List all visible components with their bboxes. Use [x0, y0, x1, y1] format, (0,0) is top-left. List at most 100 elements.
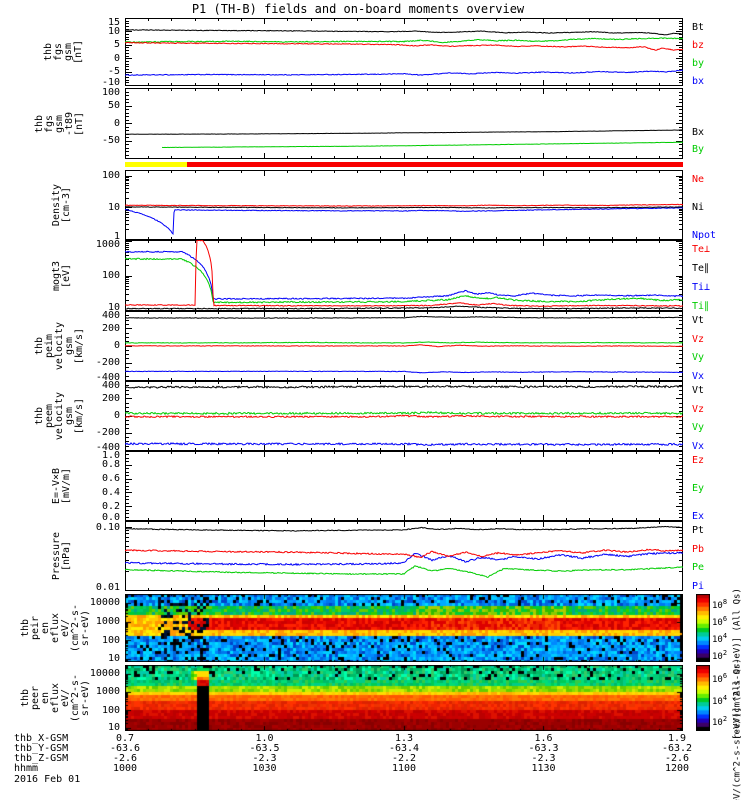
peim-velocity-label-Vz: Vz	[692, 333, 705, 345]
efield-ytick-0.8: 0.8	[101, 459, 120, 471]
density-ytick-1: 1	[113, 230, 120, 242]
density-plot	[124, 170, 684, 240]
fgs-gsm-ytick-5: 5	[113, 39, 120, 51]
axis-row-header-thb_ZGSM: thb_Z-GSM	[14, 753, 69, 764]
colorbar-tick-10^8: 108	[712, 598, 728, 611]
temperature-label-Ti: Ti∥	[692, 301, 710, 312]
fgs-gsm-trace-by	[124, 37, 684, 44]
axis-value-0-2: 1.3	[394, 733, 414, 744]
temperature-ytick-1000: 1000	[95, 238, 120, 250]
pressure-label-Pe: Pe	[692, 562, 705, 574]
axis-value-3-1: 1030	[252, 763, 277, 774]
peem-velocity-label-Vx: Vx	[692, 441, 705, 452]
axis-value-1-3: -63.3	[528, 743, 559, 754]
axis-value-0-3: 1.6	[534, 733, 553, 744]
fgs-gsm-t89-trace-By	[161, 141, 684, 149]
colorbar-tick-10^2: 102	[712, 715, 728, 729]
pressure-label-Pt: Pt	[692, 525, 705, 536]
density-ytick-10: 10	[107, 201, 120, 213]
peem-velocity-panel	[124, 381, 684, 451]
temperature-label-Te: Te∥	[692, 263, 710, 274]
efield-ytick-0.0: 0.0	[101, 511, 120, 523]
fgs-gsm-trace-Bt	[124, 29, 684, 36]
ion-spectrogram-canvas	[125, 594, 683, 662]
axis-value-1-4: -63.2	[661, 743, 693, 754]
colorbar-tick-10^4: 104	[712, 632, 728, 645]
electron-spectrogram-ytick-100: 100	[101, 704, 120, 716]
axis-value-0-4: 1.9	[667, 733, 687, 744]
axis-value-0-1: 1.0	[255, 733, 274, 744]
axis-value-1-1: -63.5	[249, 743, 280, 754]
peem-velocity-ytick--200: -200	[95, 427, 120, 439]
peem-velocity-ytick--400: -400	[95, 441, 120, 453]
pressure-ylabel-text: Pressure [nPa]	[51, 531, 72, 581]
electron-spectrogram-canvas	[125, 665, 683, 731]
peim-velocity-trace-Vx	[124, 370, 684, 374]
peim-velocity-trace-Vz	[125, 344, 683, 348]
electron-spectrogram-panel	[125, 665, 683, 731]
peim-velocity-trace-Vt	[125, 315, 684, 319]
peim-velocity-label-Vx: Vx	[692, 371, 705, 382]
peim-velocity-ytick-200: 200	[101, 322, 120, 334]
colorbar-canvas-0	[696, 594, 710, 662]
pressure-label-Pi: Pi	[692, 581, 705, 592]
axis-value-2-1: -2.3	[252, 753, 277, 764]
peim-velocity-label-Vy: Vy	[692, 352, 705, 364]
axis-value-0-0: 0.7	[115, 733, 135, 744]
efield-label-Ez: Ez	[692, 455, 705, 466]
density-label-Ni: Ni	[692, 202, 705, 213]
fgs-gsm-trace-bx	[124, 69, 684, 76]
fgs-gsm-panel	[124, 18, 684, 86]
fgs-gsm-label-bz: bz	[692, 40, 705, 51]
peem-velocity-ytick-400: 400	[101, 379, 120, 391]
colorbar-canvas-1	[696, 665, 710, 731]
temperature-trace-Ti_perp	[124, 250, 684, 301]
pressure-trace-Pe	[124, 565, 684, 578]
fgs-gsm-t89-label-By: By	[692, 143, 705, 155]
axis-value-1-0: -63.6	[109, 743, 141, 754]
efield-panel	[125, 451, 683, 521]
pressure-ytick-0.01: 0.01	[95, 581, 120, 593]
axis-value-3-3: 1130	[531, 763, 556, 774]
peim-velocity-trace-Vy	[125, 341, 684, 344]
temperature-label-Te: Te⊥	[692, 244, 711, 255]
axis-value-3-0: 1000	[112, 763, 138, 774]
peem-velocity-label-Vz: Vz	[692, 403, 705, 415]
electron-spectrogram-ytick-10: 10	[107, 721, 120, 733]
temperature-panel	[124, 239, 684, 311]
axis-row-header-thb_XGSM: thb_X-GSM	[14, 733, 69, 744]
axis-row-header-thb_YGSM: thb_Y-GSM	[14, 743, 69, 754]
peim-velocity-plot	[124, 311, 684, 381]
axis-value-2-4: -2.6	[664, 753, 690, 764]
electron-spectrogram-ytick-10000: 10000	[89, 668, 120, 680]
temperature-ylabel-text: mogt3 [eV]	[51, 260, 72, 291]
peem-velocity-label-Vy: Vy	[692, 422, 705, 434]
ion-spectrogram-ytick-1000: 1000	[95, 616, 120, 628]
ion-spectrogram-ytick-100: 100	[101, 634, 120, 646]
fgs-gsm-ytick--10: -10	[101, 76, 120, 88]
temperature-ytick-10: 10	[107, 301, 120, 313]
axis-value-3-2: 1100	[391, 763, 417, 774]
efield-ytick-0.2: 0.2	[101, 500, 120, 512]
temperature-trace-Ti_para	[124, 257, 684, 304]
efield-ytick-0.6: 0.6	[101, 473, 120, 485]
peem-velocity-trace-Vt	[124, 384, 684, 389]
colorbar-tick-10^6: 106	[712, 671, 728, 685]
peim-velocity-label-Vt: Vt	[692, 315, 705, 326]
peem-velocity-plot	[124, 381, 684, 451]
fgs-gsm-ytick--5: -5	[107, 66, 120, 78]
efield-plot	[125, 451, 683, 521]
peem-velocity-ytick-0: 0	[113, 410, 120, 421]
quality-flag-segment-0	[125, 162, 187, 167]
pressure-trace-Pt	[124, 525, 684, 532]
axis-value-2-3: -2.3	[531, 753, 556, 764]
quality-flag-bar	[125, 162, 683, 167]
temperature-trace-Te_perp	[124, 239, 684, 307]
pressure-label-Pb: Pb	[692, 543, 705, 555]
colorbar-ion-spectrogram	[696, 594, 710, 662]
temperature-label-Ti: Ti⊥	[692, 282, 711, 293]
fgs-gsm-t89-panel	[125, 88, 684, 159]
efield-label-Ey: Ey	[692, 483, 705, 494]
peim-velocity-ytick--400: -400	[95, 371, 120, 383]
